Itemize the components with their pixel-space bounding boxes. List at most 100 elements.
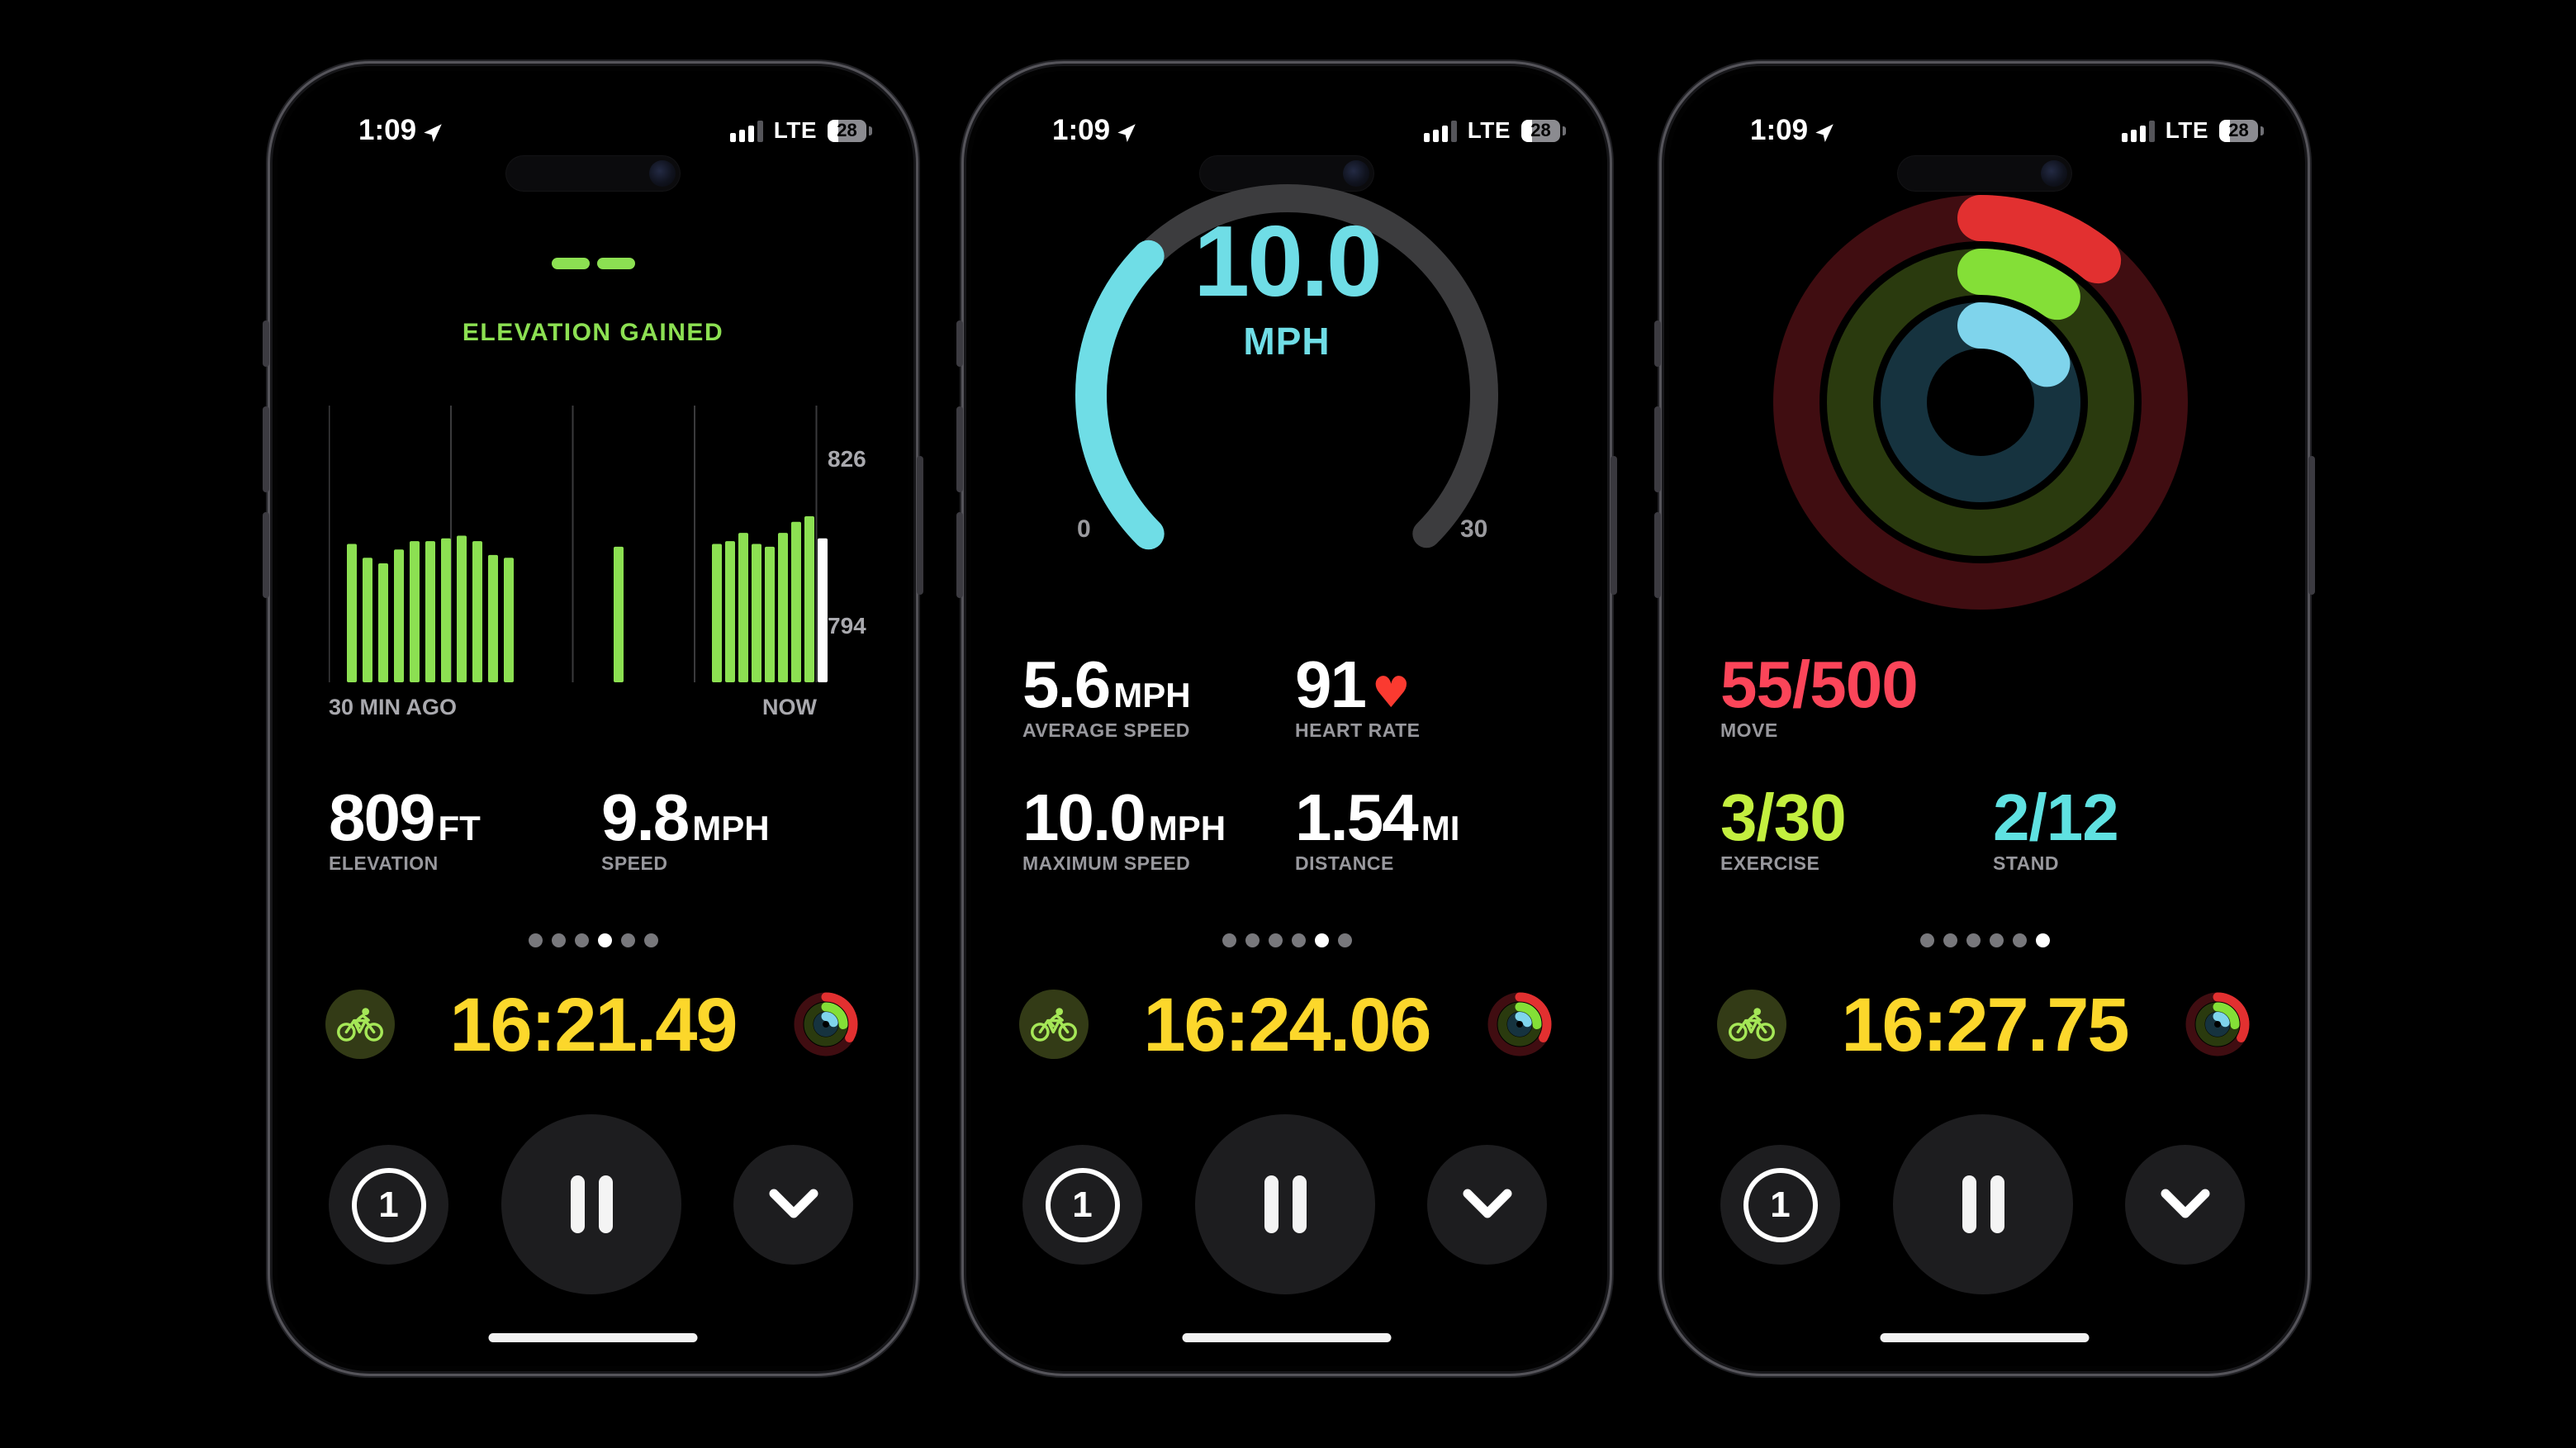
status-indicators: LTE 28 (2121, 109, 2264, 152)
battery-icon: 28 (2219, 119, 2258, 142)
battery-nub (1563, 126, 1566, 135)
pause-icon (1264, 1175, 1307, 1233)
volume-down-button[interactable] (1654, 512, 1661, 598)
cycling-workout-icon (1019, 990, 1089, 1059)
heart-icon: ♥ (1371, 668, 1411, 718)
iphone-speed: 1:09 LTE 28 10.0 MPH (956, 66, 1617, 1371)
stat-stand: 2/12 STAND (1993, 781, 2119, 875)
status-time: 1:09 (358, 109, 446, 152)
status-time: 1:09 (1052, 109, 1140, 152)
stat-elevation: 809 FT ELEVATION (329, 781, 481, 875)
location-arrow-icon (1815, 123, 1834, 142)
battery-fill (2219, 119, 2231, 142)
power-button[interactable] (917, 456, 923, 595)
cellular-signal-icon (729, 120, 763, 142)
dynamic-island (505, 155, 681, 192)
battery-nub (869, 126, 872, 135)
current-speed-value: 10.0 (1193, 205, 1382, 317)
front-camera (2041, 160, 2067, 187)
elapsed-timer: 16:24.06 (1143, 982, 1431, 1067)
location-arrow-icon (424, 123, 442, 142)
pause-icon (1962, 1175, 2004, 1233)
iphone-activity: 1:09 LTE 28 55/500 (1654, 66, 2315, 1371)
metric-selector-dashes[interactable] (278, 258, 908, 269)
speed-gauge (1075, 183, 1500, 550)
activity-rings-icon (1487, 992, 1552, 1056)
volume-down-button[interactable] (956, 512, 963, 598)
elapsed-timer: 16:21.49 (449, 982, 738, 1067)
workout-controls: 1 (1669, 1114, 2300, 1296)
battery-icon: 28 (1521, 119, 1560, 142)
home-indicator[interactable] (1182, 1333, 1392, 1342)
activity-rings (1773, 195, 2188, 610)
timer-row: 16:24.06 (971, 980, 1602, 1071)
page-indicator[interactable] (971, 933, 1602, 947)
workout-controls: 1 (278, 1114, 908, 1296)
timer-row: 16:27.75 (1669, 980, 2300, 1071)
status-indicators: LTE 28 (729, 109, 872, 152)
workout-controls: 1 (971, 1114, 1602, 1296)
svg-text:30 MIN AGO: 30 MIN AGO (329, 695, 457, 719)
page-title: ELEVATION GAINED (462, 319, 724, 346)
svg-text:794: 794 (828, 613, 866, 639)
action-button[interactable] (1654, 320, 1661, 367)
current-speed-unit: MPH (1243, 320, 1331, 363)
network-type: LTE (773, 117, 817, 143)
svg-text:NOW: NOW (762, 695, 818, 719)
chevron-down-icon (2161, 1189, 2209, 1218)
status-time: 1:09 (1750, 109, 1838, 152)
power-button[interactable] (1611, 456, 1617, 595)
pause-button[interactable] (501, 1114, 681, 1294)
stat-maximum-speed: 10.0 MPH MAXIMUM SPEED (1022, 781, 1226, 875)
battery-percent: 28 (2228, 120, 2249, 140)
iphone-elevation: 1:09 LTE 28 ELEVATION GAINED (263, 66, 923, 1371)
collapse-button[interactable] (2125, 1145, 2245, 1265)
cycling-workout-icon (325, 990, 395, 1059)
pause-button[interactable] (1195, 1114, 1375, 1294)
home-indicator[interactable] (488, 1333, 698, 1342)
stat-average-speed: 5.6 MPH AVERAGE SPEED (1022, 648, 1191, 742)
elapsed-timer: 16:27.75 (1841, 982, 2129, 1067)
status-bar: 1:09 LTE 28 (1669, 109, 2300, 192)
screen-speed: 1:09 LTE 28 10.0 MPH (971, 71, 1602, 1366)
dynamic-island (1897, 155, 2072, 192)
chevron-down-icon (1463, 1189, 1511, 1218)
power-button[interactable] (2308, 456, 2315, 595)
pause-button[interactable] (1893, 1114, 2073, 1294)
screen-elevation: 1:09 LTE 28 ELEVATION GAINED (278, 71, 908, 1366)
svg-text:826: 826 (828, 446, 866, 472)
collapse-button[interactable] (1427, 1145, 1547, 1265)
status-bar: 1:09 LTE 28 (278, 109, 908, 192)
battery-fill (828, 119, 839, 142)
front-camera (649, 160, 676, 187)
timer-row: 16:21.49 (278, 980, 908, 1071)
page-indicator[interactable] (278, 933, 908, 947)
volume-down-button[interactable] (263, 512, 269, 598)
elevation-bar-chart: 826 794 30 MIN AGO NOW (329, 406, 866, 719)
volume-up-button[interactable] (263, 406, 269, 492)
action-button[interactable] (956, 320, 963, 367)
battery-fill (1521, 119, 1533, 142)
home-indicator[interactable] (1880, 1333, 2090, 1342)
segment-button[interactable]: 1 (329, 1145, 448, 1265)
battery-nub (2261, 126, 2264, 135)
stat-heart-rate: 91 ♥ HEART RATE (1295, 648, 1421, 742)
volume-up-button[interactable] (956, 406, 963, 492)
segment-button[interactable]: 1 (1720, 1145, 1840, 1265)
activity-rings-icon (794, 992, 858, 1056)
battery-icon: 28 (828, 119, 866, 142)
stat-distance: 1.54 MI DISTANCE (1295, 781, 1460, 875)
segment-button[interactable]: 1 (1022, 1145, 1142, 1265)
battery-percent: 28 (1530, 120, 1551, 140)
cellular-signal-icon (1423, 120, 1457, 142)
cycling-workout-icon (1717, 990, 1786, 1059)
front-camera (1343, 160, 1369, 187)
collapse-button[interactable] (733, 1145, 853, 1265)
status-indicators: LTE 28 (1423, 109, 1566, 152)
volume-up-button[interactable] (1654, 406, 1661, 492)
page-indicator[interactable] (1669, 933, 2300, 947)
screen-activity: 1:09 LTE 28 55/500 (1669, 71, 2300, 1366)
gauge-min-label: 0 (1077, 515, 1091, 543)
action-button[interactable] (263, 320, 269, 367)
